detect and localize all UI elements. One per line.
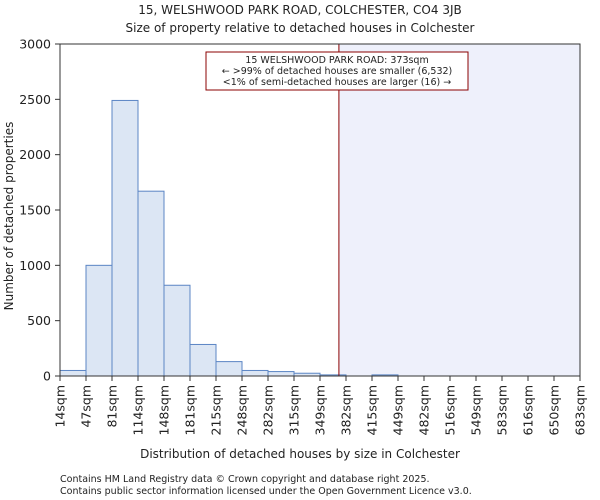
x-tick-label: 114sqm: [131, 385, 146, 435]
x-tick-label: 215sqm: [209, 385, 224, 435]
x-tick-label: 449sqm: [391, 385, 406, 435]
x-axis-label: Distribution of detached houses by size …: [140, 447, 460, 461]
bar-47sqm: [85, 264, 113, 377]
x-tick-label: 81sqm: [105, 385, 120, 428]
y-tick-label: 2000: [19, 147, 51, 162]
x-tick-label: 248sqm: [235, 385, 250, 435]
bar-114sqm: [137, 190, 165, 377]
x-tick-label: 382sqm: [339, 385, 354, 435]
y-tick-label: 1500: [19, 203, 51, 218]
annotation-line-2: ← >99% of detached houses are smaller (6…: [222, 66, 453, 77]
x-tick-label: 47sqm: [79, 385, 94, 428]
x-tick-label: 583sqm: [495, 385, 510, 435]
y-tick-label: 1000: [19, 258, 51, 273]
bar-14sqm: [59, 369, 87, 377]
x-axis-ticks: 14sqm 47sqm 81sqm 114sqm 148sqm 181sqm 215sqm 2…: [53, 376, 588, 435]
x-tick-label: 282sqm: [261, 385, 276, 435]
y-tick-label: 2500: [19, 92, 51, 107]
x-tick-label: 549sqm: [469, 385, 484, 435]
bar-81sqm: [111, 99, 139, 377]
footer-line-2: Contains public sector information licen…: [60, 486, 472, 497]
chart-subtitle: Size of property relative to detached ho…: [126, 21, 475, 35]
bar-248sqm: [241, 369, 269, 377]
x-tick-label: 616sqm: [521, 385, 536, 435]
bar-282sqm: [267, 371, 295, 377]
bars: [59, 99, 399, 377]
x-tick-label: 415sqm: [365, 385, 380, 435]
annotation-line-3: <1% of semi-detached houses are larger (…: [223, 77, 451, 88]
y-tick-label: 500: [27, 313, 51, 328]
x-tick-label: 683sqm: [573, 385, 588, 435]
y-axis-ticks: 0 500 1000 1500 2000 2500 3000: [19, 37, 60, 384]
x-tick-label: 516sqm: [443, 385, 458, 435]
plot-frame: [59, 43, 581, 377]
bar-215sqm: [215, 361, 243, 377]
y-tick-label: 0: [43, 369, 51, 384]
bar-181sqm: [189, 343, 217, 377]
y-axis-label: Number of detached properties: [2, 122, 16, 311]
y-tick-label: 3000: [19, 37, 51, 52]
footer-line-1: Contains HM Land Registry data © Crown c…: [60, 474, 430, 485]
x-tick-label: 315sqm: [287, 385, 302, 435]
x-tick-label: 482sqm: [417, 385, 432, 435]
x-tick-label: 650sqm: [547, 385, 562, 435]
annotation-box: [205, 51, 469, 91]
x-tick-label: 14sqm: [53, 385, 68, 428]
larger-region-shade: [338, 44, 580, 376]
annotation-line-1: 15 WELSHWOOD PARK ROAD: 373sqm: [245, 55, 428, 66]
x-tick-label: 148sqm: [157, 385, 172, 435]
bar-148sqm: [163, 284, 191, 377]
chart-title: 15, WELSHWOOD PARK ROAD, COLCHESTER, CO4…: [138, 3, 462, 17]
x-tick-label: 349sqm: [313, 385, 328, 435]
x-tick-label: 181sqm: [183, 385, 198, 435]
